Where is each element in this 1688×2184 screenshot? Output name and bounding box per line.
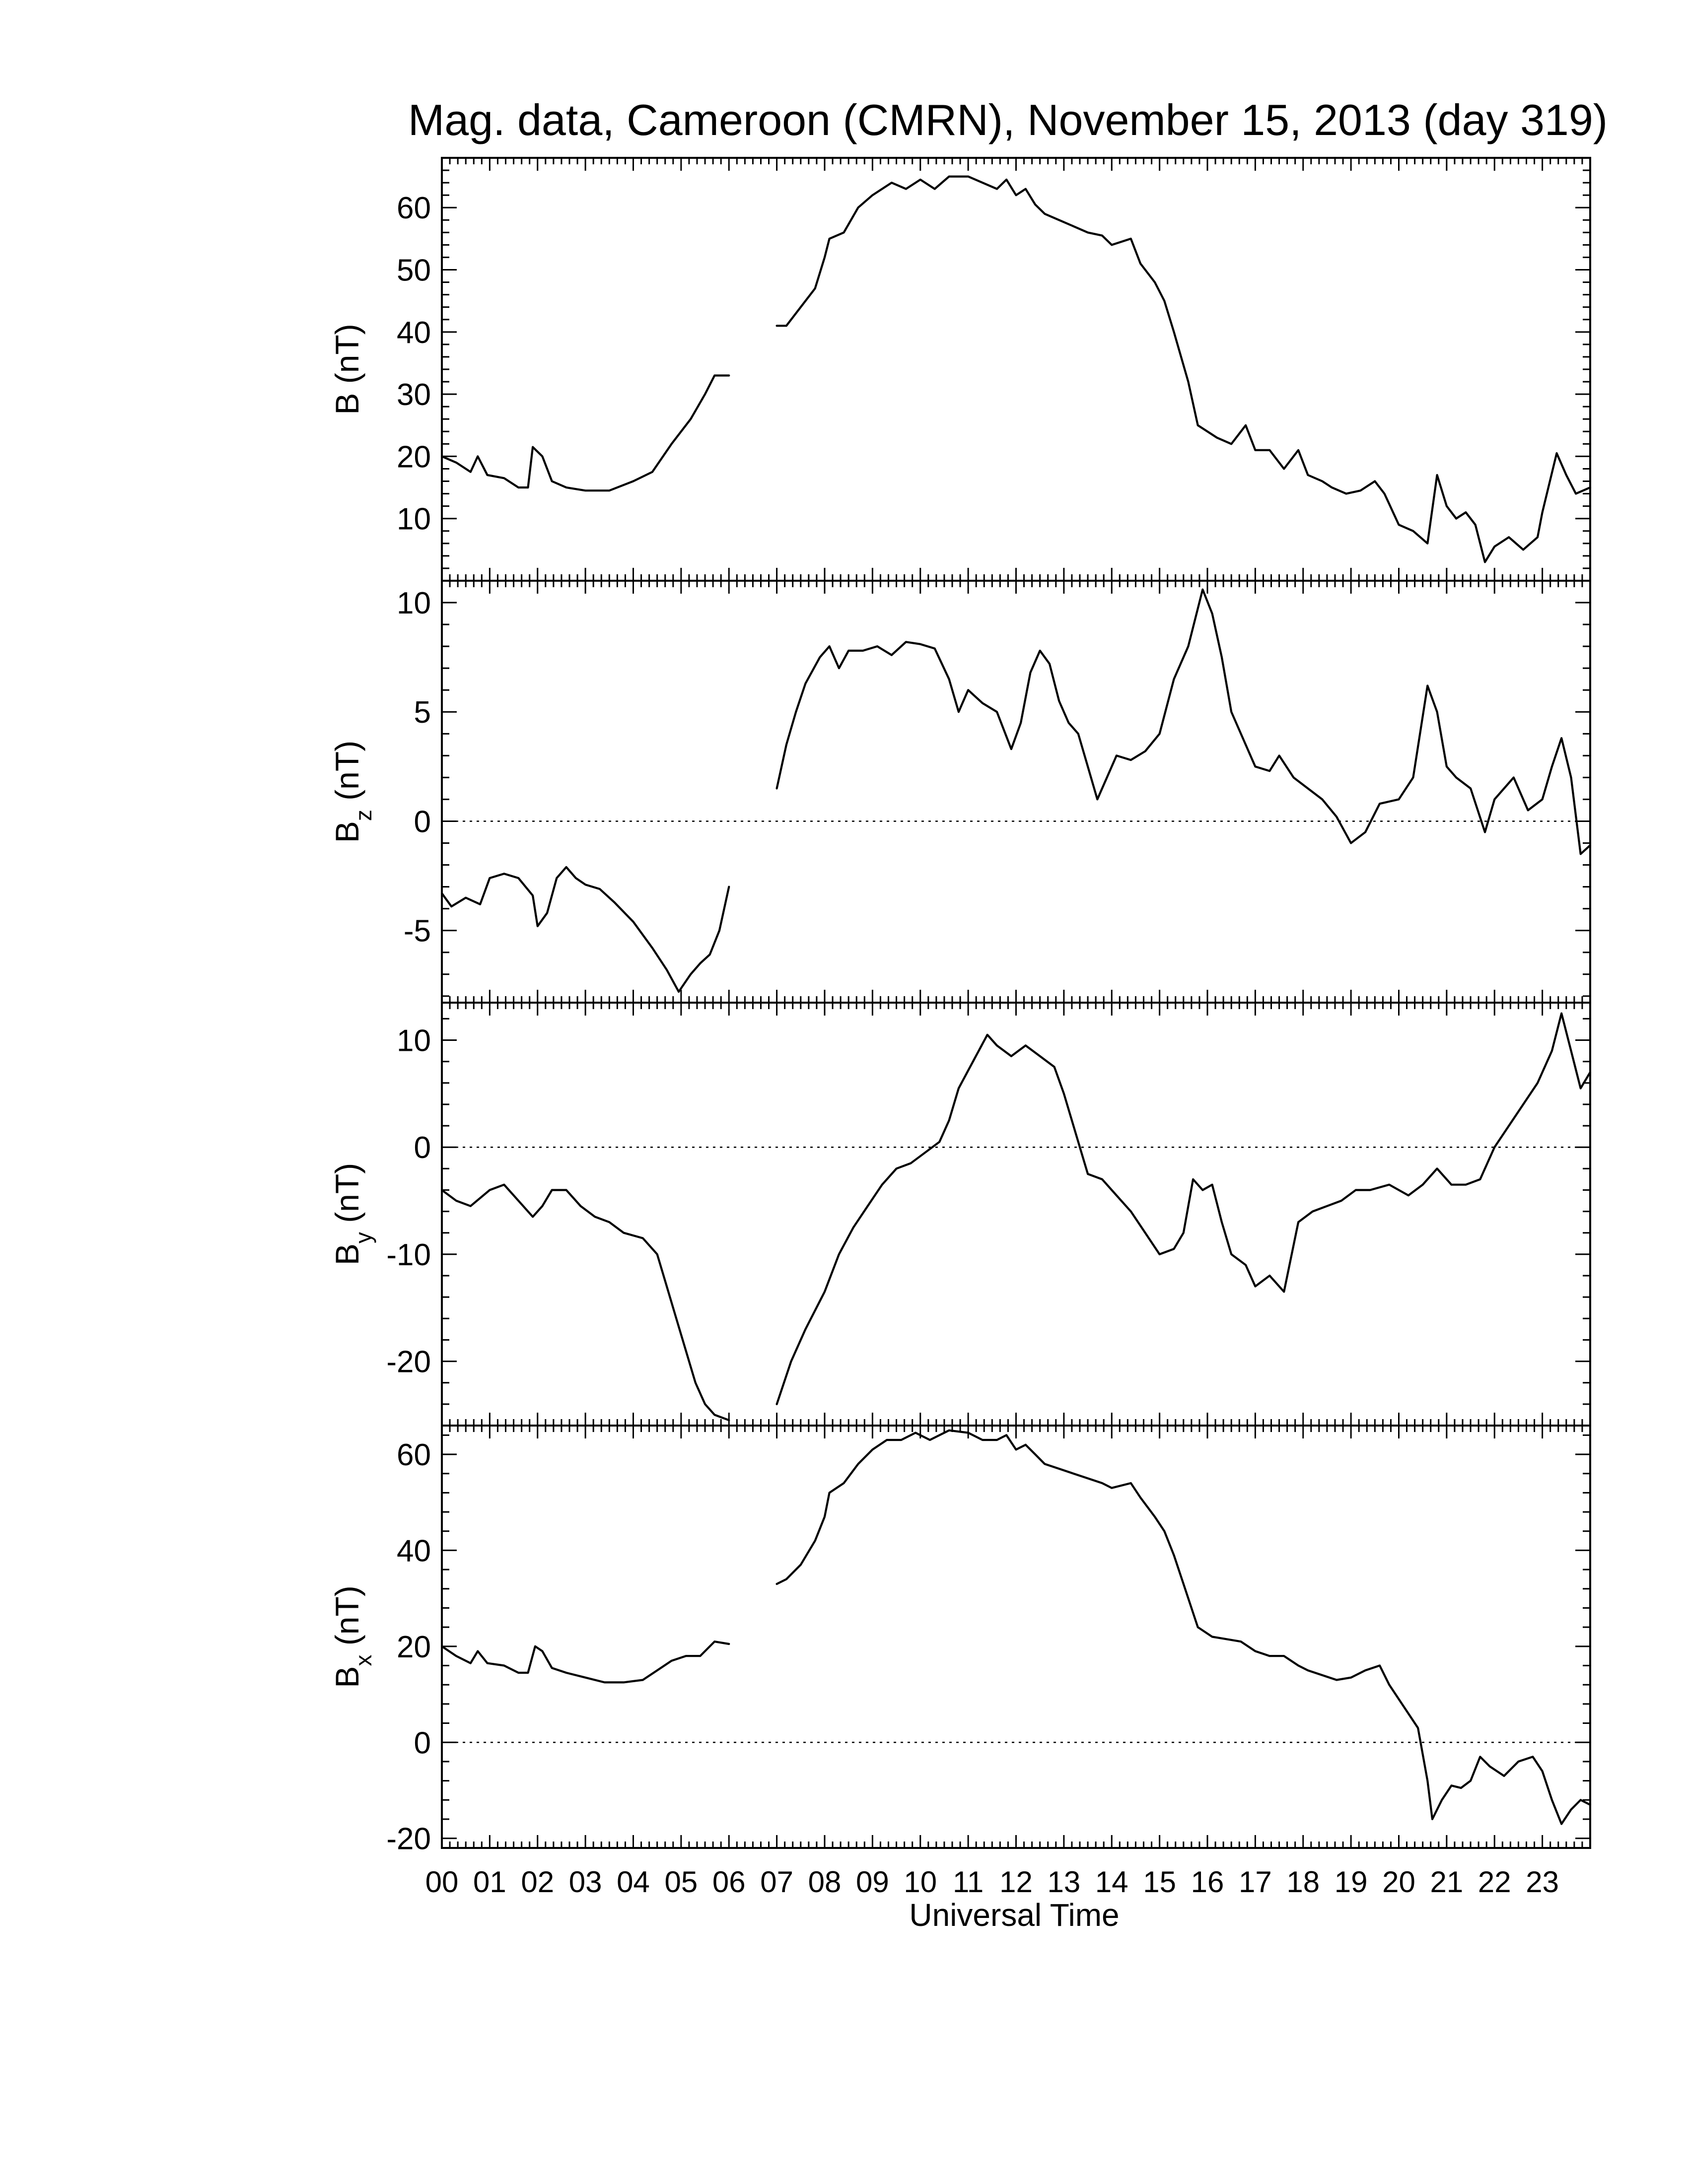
- y-tick-label: 60: [397, 1438, 431, 1472]
- x-tick-label: 23: [1526, 1865, 1559, 1899]
- panel-frame: [441, 580, 1591, 1004]
- y-tick-label: 10: [397, 586, 431, 620]
- y-tick-label: -20: [386, 1345, 431, 1379]
- series-line: [775, 175, 1592, 563]
- x-ticks: [441, 1426, 1591, 1848]
- panel-4: -20 0 20 40 60 Bx (nT): [329, 1425, 1592, 1856]
- x-tick-label: 10: [904, 1865, 937, 1899]
- panel-frame: [441, 1002, 1591, 1427]
- y-tick-label: 20: [397, 1630, 431, 1664]
- y-axis-label: Bz (nT): [329, 741, 376, 843]
- panel-3: -20 -10 0 10 By (nT): [329, 1002, 1592, 1427]
- x-tick-label: 12: [999, 1865, 1033, 1899]
- y-tick-label: 30: [397, 378, 431, 412]
- y-axis-label-unit: (nT): [329, 324, 365, 393]
- y-ticks: [442, 157, 1590, 582]
- y-axis-label: Bx (nT): [329, 1585, 376, 1688]
- series-line: [440, 1640, 730, 1684]
- series-line: [775, 1012, 1592, 1405]
- y-tick-label: 20: [397, 440, 431, 474]
- x-tick-label: 04: [617, 1865, 650, 1899]
- series-line: [775, 1429, 1592, 1825]
- x-tick-label: 08: [808, 1865, 842, 1899]
- y-axis-label-unit: (nT): [329, 741, 365, 810]
- y-axis-label: B (nT): [329, 324, 365, 414]
- y-axis-label-unit: (nT): [329, 1163, 365, 1232]
- y-axis-label-unit: (nT): [329, 1585, 365, 1654]
- x-tick-label: 11: [953, 1865, 984, 1899]
- y-tick-label: -5: [404, 914, 431, 949]
- y-tick-label: 40: [397, 316, 431, 350]
- y-axis-label-symbol: B: [329, 821, 365, 843]
- y-tick-label: 40: [397, 1534, 431, 1568]
- y-tick-label: 0: [414, 1131, 431, 1165]
- y-tick-label: 50: [397, 254, 431, 288]
- y-ticks: [442, 1018, 1590, 1427]
- x-tick-labels: 00 01 02 03 04 05 06 07 08 09 10 11 12 13 14 15 16 17 18 19…: [425, 1865, 1559, 1899]
- chart-title: Mag. data, Cameroon (CMRN), November 15,…: [408, 95, 1608, 144]
- panels: 10 20 30 40 50 60 B (nT) -5 0 5 10 Bz (nT) -20 -10 0 10…: [329, 157, 1592, 1856]
- series-line: [440, 1183, 730, 1422]
- x-tick-label: 07: [760, 1865, 793, 1899]
- x-tick-label: 16: [1191, 1865, 1224, 1899]
- y-axis-label: By (nT): [329, 1163, 376, 1265]
- x-ticks: [441, 1003, 1591, 1426]
- panel-1: 10 20 30 40 50 60 B (nT): [329, 157, 1592, 582]
- panel-2: -5 0 5 10 Bz (nT): [329, 580, 1592, 1004]
- x-tick-label: 19: [1335, 1865, 1368, 1899]
- x-axis-label: Universal Time: [909, 1897, 1119, 1933]
- series-line: [440, 374, 730, 492]
- y-tick-label: 0: [414, 1726, 431, 1760]
- x-tick-label: 01: [473, 1865, 506, 1899]
- x-tick-label: 06: [712, 1865, 746, 1899]
- y-tick-label: -20: [386, 1822, 431, 1856]
- x-tick-label: 22: [1478, 1865, 1511, 1899]
- y-axis-label-subscript: x: [351, 1655, 376, 1666]
- y-tick-label: -10: [386, 1238, 431, 1272]
- y-axis-label-subscript: y: [351, 1232, 376, 1243]
- y-tick-label: 60: [397, 191, 431, 225]
- x-tick-label: 09: [856, 1865, 889, 1899]
- series-line: [440, 866, 730, 993]
- x-tick-label: 14: [1095, 1865, 1128, 1899]
- y-ticks: [442, 580, 1590, 997]
- y-axis-label-symbol: B: [329, 393, 365, 415]
- x-ticks: [441, 158, 1591, 581]
- y-ticks: [442, 1434, 1590, 1840]
- y-tick-label: 10: [397, 1024, 431, 1058]
- x-tick-label: 21: [1430, 1865, 1464, 1899]
- x-tick-label: 13: [1048, 1865, 1081, 1899]
- series-line: [775, 588, 1592, 855]
- y-axis-label-subscript: z: [351, 810, 376, 821]
- panel-frame: [441, 157, 1591, 582]
- x-tick-label: 18: [1286, 1865, 1320, 1899]
- y-axis-label-symbol: B: [329, 1243, 365, 1265]
- y-tick-label: 5: [414, 695, 431, 730]
- x-tick-label: 00: [425, 1865, 459, 1899]
- x-tick-label: 15: [1143, 1865, 1176, 1899]
- y-axis-label-symbol: B: [329, 1666, 365, 1688]
- x-ticks: [441, 581, 1591, 1003]
- x-tick-label: 02: [521, 1865, 554, 1899]
- x-tick-label: 03: [569, 1865, 602, 1899]
- x-tick-label: 17: [1239, 1865, 1272, 1899]
- panel-frame: [441, 1425, 1591, 1849]
- x-tick-label: 20: [1382, 1865, 1415, 1899]
- y-tick-label: 10: [397, 502, 431, 537]
- y-tick-label: 0: [414, 805, 431, 839]
- x-tick-label: 05: [665, 1865, 698, 1899]
